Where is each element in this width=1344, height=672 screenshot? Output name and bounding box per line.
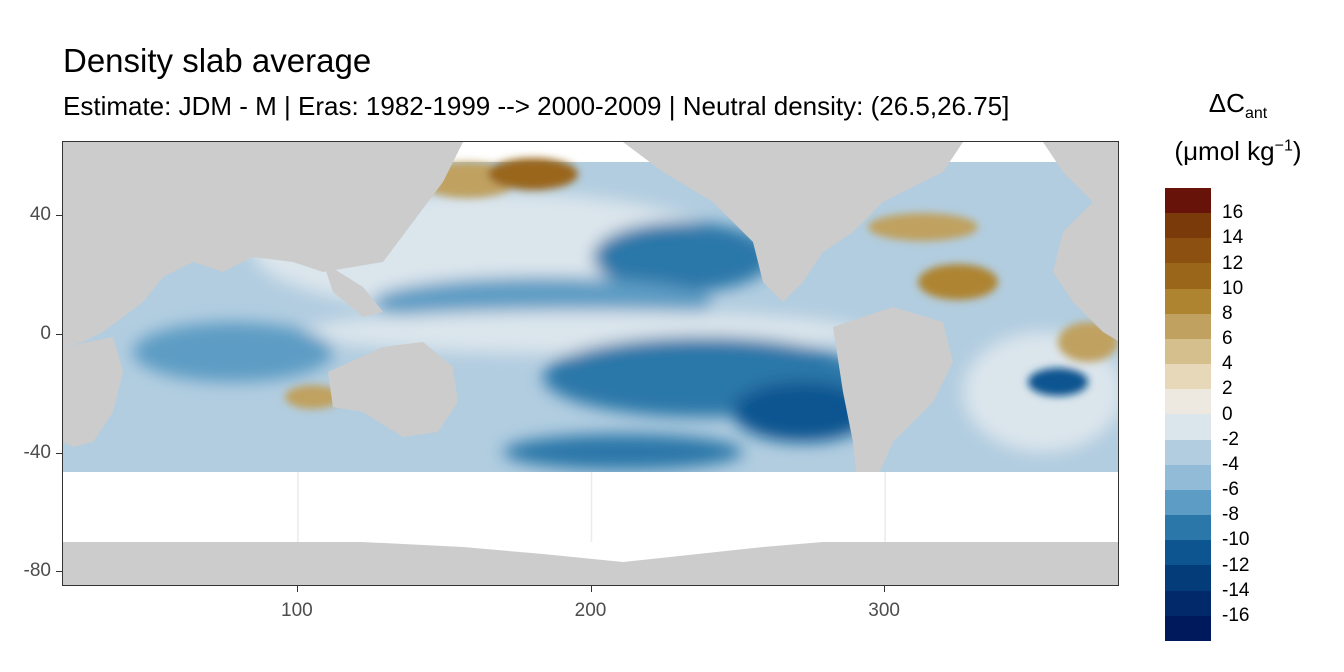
- colorbar-label: -6: [1222, 479, 1239, 500]
- colorbar-swatch: [1165, 615, 1211, 641]
- colorbar-label: -8: [1222, 504, 1239, 526]
- colorbar-swatch: [1165, 565, 1211, 591]
- sa-west-blue: [1028, 368, 1088, 396]
- colorbar-label: -4: [1222, 453, 1239, 475]
- land-africa-west: [63, 337, 123, 447]
- legend-units: (μmol kg−1): [1174, 136, 1302, 166]
- colorbar-swatch: [1165, 515, 1211, 541]
- colorbar-swatch: [1165, 439, 1211, 465]
- ocean-layer: [63, 158, 1118, 472]
- pacific-southeast-blue: [733, 382, 873, 442]
- colorbar-swatch: [1165, 364, 1211, 390]
- x-tick-label: 300: [868, 600, 900, 621]
- np-brown-core: [488, 158, 578, 190]
- colorbar-swatch: [1165, 489, 1211, 516]
- x-tick-mark: [884, 586, 886, 592]
- na-central-brown: [918, 264, 998, 300]
- colorbar-label: 8: [1222, 302, 1233, 324]
- colorbar: [1165, 188, 1211, 641]
- chart-subtitle: Estimate: JDM - M | Eras: 1982-1999 --> …: [63, 91, 1010, 121]
- colorbar-swatch: [1165, 288, 1211, 314]
- colorbar-swatch: [1165, 213, 1211, 239]
- land-antarctica: [63, 537, 1118, 585]
- land-north-america: [623, 142, 963, 302]
- colorbar-label: 14: [1222, 227, 1244, 249]
- colorbar-label: 2: [1222, 378, 1233, 400]
- land-layer: [63, 142, 1118, 585]
- colorbar-label: -12: [1222, 554, 1250, 576]
- land-south-america: [833, 307, 953, 492]
- x-tick-label: 100: [281, 600, 313, 621]
- white-mask-layer: [63, 472, 1118, 542]
- colorbar-label: -10: [1222, 529, 1250, 551]
- y-tick-label: 40: [29, 204, 51, 226]
- colorbar-label: 16: [1222, 202, 1244, 224]
- colorbar-label: 0: [1222, 403, 1233, 425]
- west-australia-brown: [285, 385, 341, 409]
- y-tick-mark: [56, 452, 62, 454]
- land-europe-africa-east: [1043, 142, 1118, 341]
- southern-ocean-gap: [63, 472, 1118, 542]
- southern-band-blue: [503, 434, 743, 470]
- colorbar-swatch: [1165, 389, 1211, 415]
- y-tick-label: -80: [23, 560, 51, 582]
- land-australia: [328, 342, 458, 437]
- colorbar-swatch: [1165, 188, 1211, 214]
- colorbar-swatch: [1165, 414, 1211, 440]
- y-tick-label: 0: [40, 322, 51, 344]
- y-tick-label: -40: [23, 441, 51, 463]
- grid-lines: [297, 472, 886, 542]
- y-tick-mark: [56, 215, 62, 217]
- colorbar-swatch: [1165, 238, 1211, 264]
- x-tick-mark: [590, 586, 592, 592]
- colorbar-label: -2: [1222, 428, 1239, 450]
- colorbar-swatch: [1165, 338, 1211, 365]
- land-asia-europe: [63, 142, 463, 347]
- map-svg: [63, 142, 1118, 585]
- indian-blue: [133, 322, 333, 382]
- legend-symbol: ΔCant: [1208, 88, 1268, 123]
- colorbar-label: -16: [1222, 604, 1250, 626]
- colorbar-swatch: [1165, 540, 1211, 566]
- map-panel: [62, 141, 1119, 586]
- colorbar-label: 12: [1222, 252, 1244, 274]
- y-tick-mark: [56, 571, 62, 573]
- colorbar-swatch: [1165, 263, 1211, 289]
- legend-title: ΔCant (μmol kg−1): [1158, 88, 1318, 167]
- pacific-north-blue: [593, 222, 773, 292]
- na-subpolar-brown: [868, 213, 978, 241]
- colorbar-label: 6: [1222, 328, 1233, 349]
- x-tick-label: 200: [574, 600, 607, 621]
- x-tick-mark: [296, 586, 298, 592]
- colorbar-swatch: [1165, 464, 1211, 490]
- colorbar-label: 10: [1222, 277, 1244, 299]
- chart-title: Density slab average: [63, 42, 372, 79]
- colorbar-label: -14: [1222, 579, 1250, 601]
- land-southeast-asia: [323, 262, 383, 317]
- colorbar-swatch: [1165, 313, 1211, 339]
- y-tick-mark: [56, 333, 62, 335]
- colorbar-swatch: [1165, 590, 1211, 616]
- colorbar-label: 4: [1222, 353, 1233, 375]
